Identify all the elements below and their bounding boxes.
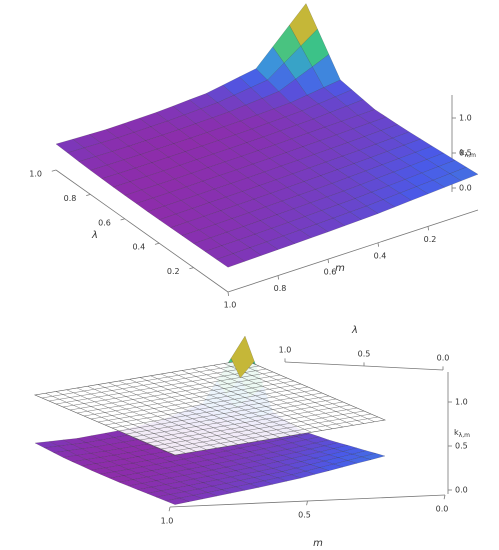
tick-label: 0.5 [455, 442, 468, 451]
tick-mark [277, 275, 279, 280]
axis-label: m [335, 263, 345, 274]
surface-cell [99, 471, 125, 479]
tick-label: 1.0 [29, 170, 42, 179]
surface-cell [181, 229, 211, 244]
tick-label: 0.8 [64, 194, 77, 203]
surface-cell [55, 138, 85, 154]
tick-mark [377, 242, 379, 247]
tick-label: 0.0 [436, 505, 449, 514]
axis-label: λ [91, 230, 98, 241]
tick-label: 1.0 [161, 517, 174, 526]
z-label: k [454, 428, 459, 437]
plane-mesh [108, 382, 249, 443]
surface-cell [215, 253, 246, 268]
tick-label: 0.0 [437, 354, 450, 363]
tick-label: 0.8 [274, 284, 287, 293]
plane-mesh [87, 386, 228, 447]
tick-label: 0.4 [374, 251, 387, 260]
tick-mark [168, 506, 171, 512]
tick-label: 1.0 [455, 398, 468, 407]
tick-mark [51, 169, 57, 172]
tick-label: 0.2 [167, 267, 180, 276]
axis-label: kλ,m [454, 428, 470, 439]
plane-mesh [62, 371, 274, 408]
plane-mesh [83, 380, 295, 417]
plane-mesh [76, 387, 218, 449]
surface-cell [108, 475, 134, 483]
plane-mesh [97, 384, 239, 445]
tick-mark [427, 226, 429, 231]
plane-mesh [129, 379, 270, 440]
axis-line [227, 209, 479, 293]
axis-label: m [313, 538, 323, 549]
plane-mesh [48, 365, 260, 402]
plane-mesh [76, 377, 288, 414]
tick-label: 0.0 [455, 486, 468, 495]
plane-mesh [139, 377, 281, 438]
surface-cell [135, 197, 165, 212]
tick-mark [306, 500, 308, 506]
z-label-subscript: λ,m [465, 152, 476, 159]
tick-label: 1.0 [459, 114, 472, 123]
axis-line [55, 169, 229, 293]
tick-label: 0.6 [324, 268, 337, 277]
tick-mark [327, 259, 329, 264]
surface-cell [78, 156, 108, 171]
plane-mesh [66, 389, 207, 450]
tick-label: 0.5 [358, 350, 371, 359]
surface-cell [43, 445, 69, 453]
plane-mesh [45, 393, 186, 454]
tick-label: 0.2 [424, 235, 437, 244]
tick-mark [189, 267, 194, 270]
tick-mark [86, 194, 91, 196]
axis-label: λ [351, 325, 358, 336]
tick-label: 0.5 [298, 511, 311, 520]
z-label-subscript: λ,m [459, 432, 470, 439]
axis-label: kλ,m [460, 148, 476, 159]
surface-cell [164, 497, 190, 505]
tick-label: 1.0 [224, 301, 237, 310]
plane-mesh [97, 386, 309, 423]
surface-cell [90, 467, 116, 475]
tick-label: 0.5 [459, 149, 472, 158]
tick-label: 0.4 [132, 243, 145, 252]
surface-cell [52, 450, 78, 458]
plane-mesh [41, 362, 253, 399]
plane-mesh [90, 383, 302, 420]
tick-mark [227, 291, 229, 296]
plane-mesh [55, 368, 267, 405]
tick-label: 0.6 [98, 218, 111, 227]
tick-label: 1.0 [279, 346, 292, 355]
tick-mark [120, 218, 125, 221]
plane-mesh [55, 391, 197, 452]
surface-cell [193, 237, 223, 252]
tick-mark [443, 494, 446, 500]
z-label: k [460, 148, 465, 157]
tick-mark [154, 242, 160, 245]
tick-label: 0.0 [459, 184, 472, 193]
plane-mesh [69, 374, 281, 411]
plane-mesh [118, 380, 260, 442]
surface-cell [230, 335, 255, 379]
surface-cell [62, 455, 88, 462]
surface-cell [71, 459, 97, 467]
